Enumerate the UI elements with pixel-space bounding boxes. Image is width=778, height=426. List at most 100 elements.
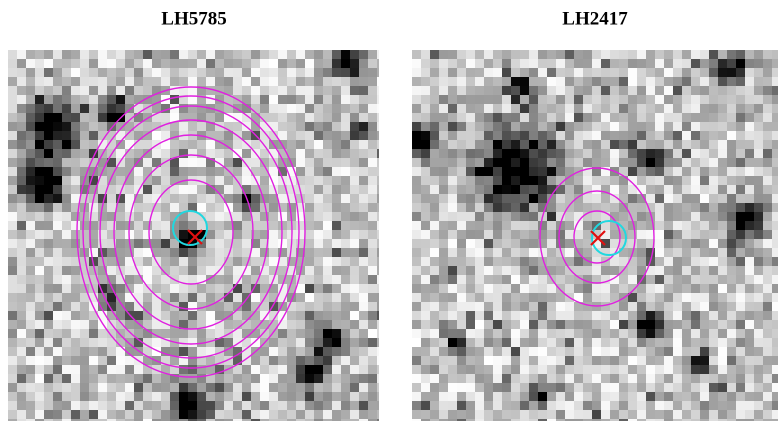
pixel <box>53 266 62 275</box>
pixel <box>332 185 341 194</box>
pixel <box>502 149 511 158</box>
pixel <box>718 392 727 401</box>
pixel <box>269 383 278 392</box>
pixel <box>17 95 26 104</box>
pixel <box>116 329 125 338</box>
pixel <box>35 77 44 86</box>
pixel <box>736 185 745 194</box>
pixel <box>637 86 646 95</box>
pixel <box>547 131 556 140</box>
pixel <box>242 419 251 421</box>
pixel <box>421 275 430 284</box>
pixel <box>269 419 278 421</box>
pixel <box>359 194 368 203</box>
pixel <box>107 410 116 419</box>
pixel <box>637 149 646 158</box>
pixel <box>305 86 314 95</box>
pixel <box>448 140 457 149</box>
pixel <box>107 392 116 401</box>
pixel <box>80 149 89 158</box>
pixel <box>556 122 565 131</box>
pixel <box>439 374 448 383</box>
pixel <box>439 122 448 131</box>
pixel <box>89 86 98 95</box>
pixel <box>412 59 421 68</box>
pixel <box>520 194 529 203</box>
pixel <box>529 176 538 185</box>
pixel <box>493 347 502 356</box>
pixel <box>62 59 71 68</box>
pixel <box>439 365 448 374</box>
pixel <box>350 185 359 194</box>
pixel <box>520 266 529 275</box>
pixel <box>529 266 538 275</box>
pixel <box>745 149 754 158</box>
pixel <box>574 230 583 239</box>
pixel <box>520 221 529 230</box>
pixel <box>529 77 538 86</box>
pixel <box>62 257 71 266</box>
pixel <box>71 275 80 284</box>
pixel <box>215 176 224 185</box>
pixel <box>251 374 260 383</box>
pixel <box>574 86 583 95</box>
pixel <box>215 212 224 221</box>
pixel <box>538 140 547 149</box>
pixel <box>341 104 350 113</box>
pixel <box>269 77 278 86</box>
pixel <box>287 113 296 122</box>
pixel <box>763 266 772 275</box>
pixel <box>664 131 673 140</box>
pixel <box>529 284 538 293</box>
pixel <box>583 77 592 86</box>
pixel <box>547 59 556 68</box>
pixel <box>529 131 538 140</box>
pixel <box>547 410 556 419</box>
pixel <box>538 284 547 293</box>
pixel <box>215 185 224 194</box>
pixel <box>179 50 188 59</box>
pixel <box>493 248 502 257</box>
pixel <box>296 122 305 131</box>
pixel <box>682 149 691 158</box>
pixel <box>646 131 655 140</box>
pixel <box>628 266 637 275</box>
pixel <box>8 131 17 140</box>
pixel <box>278 59 287 68</box>
pixel <box>763 410 772 419</box>
pixel <box>628 68 637 77</box>
pixel <box>98 383 107 392</box>
pixel <box>700 77 709 86</box>
pixel <box>107 266 116 275</box>
pixel <box>502 122 511 131</box>
pixel <box>646 329 655 338</box>
pixel <box>538 383 547 392</box>
pixel <box>26 311 35 320</box>
pixel <box>350 419 359 421</box>
pixel <box>628 95 637 104</box>
pixel <box>8 266 17 275</box>
pixel <box>727 77 736 86</box>
pixel <box>161 113 170 122</box>
pixel <box>475 158 484 167</box>
pixel <box>583 86 592 95</box>
pixel <box>448 293 457 302</box>
pixel <box>430 401 439 410</box>
pixel <box>359 311 368 320</box>
pixel <box>529 95 538 104</box>
pixel <box>188 293 197 302</box>
pixel <box>143 419 152 421</box>
pixel <box>457 329 466 338</box>
pixel <box>224 77 233 86</box>
pixel <box>421 230 430 239</box>
pixel <box>502 86 511 95</box>
pixel <box>71 59 80 68</box>
pixel <box>520 284 529 293</box>
pixel <box>260 392 269 401</box>
pixel <box>664 50 673 59</box>
pixel <box>215 68 224 77</box>
pixel <box>8 77 17 86</box>
pixel <box>341 122 350 131</box>
pixel <box>421 167 430 176</box>
pixel <box>511 257 520 266</box>
